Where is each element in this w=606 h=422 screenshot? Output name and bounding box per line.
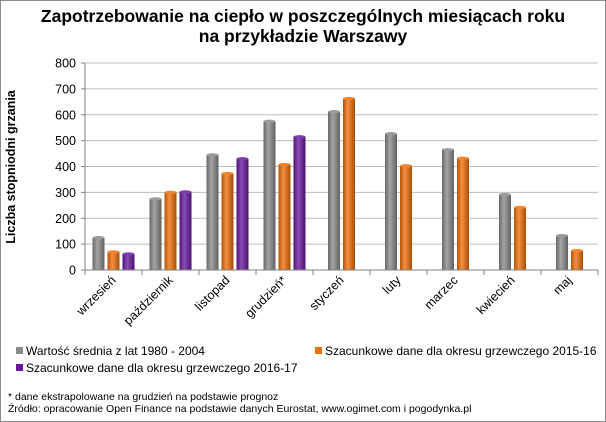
bar-top-series-3 — [179, 190, 192, 194]
bar-top-series-1 — [385, 132, 397, 136]
bar-top-series-2 — [400, 164, 412, 168]
bars — [92, 96, 583, 271]
x-tick-label: marzec — [422, 273, 461, 312]
legend-swatch-series-2 — [315, 347, 322, 354]
bar-series-1 — [556, 235, 568, 270]
bar-top-series-1 — [263, 119, 276, 123]
bar-series-2 — [400, 165, 412, 270]
legend-label-series-2: Szacunkowe dane dla okresu grzewczego 20… — [325, 344, 597, 358]
bar-top-series-1 — [499, 192, 511, 197]
chart-title-line-1: Zapotrzebowanie na ciepło w poszczególny… — [40, 6, 566, 26]
bar-top-series-2 — [457, 156, 469, 160]
bar-top-series-2 — [278, 162, 291, 167]
bar-top-series-2 — [164, 190, 177, 194]
legend-item-series-2: Szacunkowe dane dla okresu grzewczego 20… — [315, 344, 597, 358]
bar-series-2 — [571, 250, 583, 270]
bar-series-2 — [278, 164, 291, 270]
x-tick-label: listopad — [192, 273, 232, 313]
bar-series-1 — [149, 198, 162, 270]
bar-top-series-1 — [556, 233, 568, 238]
bar-series-2 — [164, 192, 177, 270]
y-tick-label: 200 — [55, 212, 76, 226]
bar-series-1 — [263, 121, 276, 270]
bar-series-2 — [107, 251, 120, 270]
bar-top-series-1 — [328, 110, 340, 114]
bar-series-2 — [221, 173, 234, 270]
bar-series-2 — [343, 98, 355, 270]
x-tick-label: luty — [380, 273, 404, 297]
bar-series-2 — [457, 158, 469, 270]
legend-label-series-1: Wartość średnia z lat 1980 - 2004 — [26, 344, 205, 358]
bar-top-series-1 — [206, 153, 219, 157]
chart-title-line-2: na przykładzie Warszawy — [198, 26, 408, 46]
y-tick-label: 300 — [55, 186, 76, 200]
bar-top-series-1 — [92, 236, 105, 240]
legend-label-series-3: Szacunkowe dane dla okresu grzewczego 20… — [26, 361, 298, 375]
bar-series-1 — [499, 194, 511, 270]
bar-top-series-2 — [107, 250, 120, 254]
bar-top-series-2 — [514, 205, 526, 209]
x-tick-label: styczeń — [307, 273, 347, 313]
bar-series-3 — [236, 158, 249, 270]
bar-series-3 — [293, 136, 306, 270]
x-tick-label: maj — [550, 273, 574, 297]
x-tick-label: grudzień* — [242, 273, 289, 320]
x-tick-label: październik — [121, 273, 176, 328]
bar-series-3 — [122, 253, 135, 270]
legend-item-series-3: Szacunkowe dane dla okresu grzewczego 20… — [16, 361, 298, 375]
y-tick-label: 600 — [55, 108, 76, 122]
bar-top-series-3 — [236, 157, 249, 161]
bar-top-series-2 — [221, 171, 234, 176]
bar-top-series-1 — [442, 148, 454, 152]
y-tick-label: 400 — [55, 160, 76, 174]
y-tick-label: 700 — [55, 82, 76, 96]
bar-series-1 — [206, 154, 219, 270]
bar-series-2 — [514, 207, 526, 270]
bar-series-1 — [442, 149, 454, 270]
bar-series-1 — [92, 237, 105, 270]
y-axis-label: Liczba stopniodni grzania — [4, 89, 18, 244]
y-tick-label: 500 — [55, 134, 76, 148]
y-tick-label: 100 — [55, 238, 76, 252]
legend-item-series-1: Wartość średnia z lat 1980 - 2004 — [16, 344, 205, 358]
bar-top-series-1 — [149, 197, 162, 201]
footnote: * dane ekstrapolowane na grudzień na pod… — [8, 391, 279, 403]
bar-top-series-2 — [343, 96, 355, 101]
bar-series-1 — [385, 133, 397, 270]
bar-top-series-2 — [571, 248, 583, 253]
y-tick-label: 0 — [69, 264, 76, 278]
source-note: Źródło: opracowanie Open Finance na pods… — [8, 403, 472, 415]
x-tick-label: kwiecień — [474, 273, 518, 317]
bar-series-3 — [179, 191, 192, 270]
legend-swatch-series-3 — [16, 364, 23, 371]
bar-top-series-3 — [122, 252, 135, 256]
x-tick-label: wrzesień — [73, 273, 119, 319]
y-tick-label: 800 — [55, 57, 76, 71]
bar-series-1 — [328, 111, 340, 271]
legend-swatch-series-1 — [16, 347, 23, 354]
bar-top-series-3 — [293, 135, 306, 139]
